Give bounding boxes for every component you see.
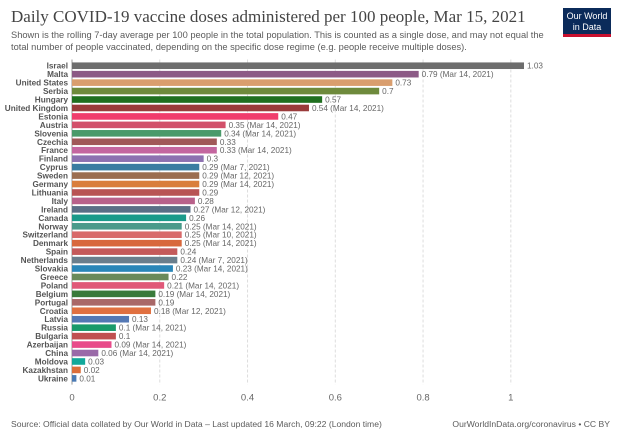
- value-label: 0.73: [395, 79, 411, 88]
- bar: [72, 282, 164, 289]
- value-label: 0.18 (Mar 12, 2021): [154, 307, 226, 316]
- bar: [72, 172, 199, 179]
- bar: [72, 181, 199, 188]
- bar: [72, 358, 85, 365]
- x-tick-label: 0: [69, 393, 74, 404]
- value-label: 0.06 (Mar 14, 2021): [101, 349, 173, 358]
- bar: [72, 240, 182, 247]
- bar: [72, 88, 379, 95]
- bar: [72, 265, 173, 272]
- value-label: 0.54 (Mar 14, 2021): [312, 104, 384, 113]
- x-tick-label: 0.4: [241, 393, 254, 404]
- bar: [72, 147, 217, 154]
- bar: [72, 96, 322, 103]
- bar: [72, 189, 199, 196]
- bar: [72, 333, 116, 340]
- bar: [72, 307, 151, 314]
- value-label: 1.03: [527, 62, 543, 71]
- bar: [72, 291, 155, 298]
- x-tick-label: 0.6: [329, 393, 342, 404]
- bar: [72, 206, 190, 213]
- bar: [72, 122, 226, 129]
- bar: [72, 324, 116, 331]
- x-tick-label: 0.8: [416, 393, 429, 404]
- bar: [72, 274, 169, 281]
- category-label: Ukraine: [38, 374, 68, 383]
- source-note: Source: Official data collated by Our Wo…: [11, 419, 382, 429]
- license-link[interactable]: OurWorldInData.org/coronavirus • CC BY: [452, 419, 610, 429]
- bar: [72, 130, 221, 137]
- bar: [72, 155, 204, 162]
- bar: [72, 113, 278, 120]
- value-label: 0.7: [382, 87, 394, 96]
- bar: [72, 375, 76, 382]
- bar: [72, 367, 81, 374]
- x-tick-label: 1: [508, 393, 513, 404]
- bar: [72, 79, 392, 86]
- bar: [72, 350, 98, 357]
- value-label: 0.79 (Mar 14, 2021): [422, 70, 494, 79]
- bar: [72, 138, 217, 145]
- value-label: 0.01: [79, 374, 95, 383]
- bar: [72, 198, 195, 205]
- value-label: 0.33 (Mar 14, 2021): [220, 146, 292, 155]
- bar: [72, 316, 129, 323]
- bar: [72, 223, 182, 230]
- bar: [72, 215, 186, 222]
- bar: [72, 248, 177, 255]
- chart-page: Daily COVID-19 vaccine doses administere…: [0, 0, 620, 437]
- bar: [72, 164, 199, 171]
- bar: [72, 62, 524, 69]
- bar: [72, 231, 182, 238]
- x-tick-label: 0.2: [153, 393, 166, 404]
- bar: [72, 105, 309, 112]
- bar: [72, 341, 111, 348]
- bar: [72, 71, 419, 78]
- bar: [72, 257, 177, 264]
- bar-chart: 0 0.2 0.4 0.6 0.8 1Israel 1.03Malta 0.79 (Mar 1…: [0, 0, 620, 437]
- bar: [72, 299, 155, 306]
